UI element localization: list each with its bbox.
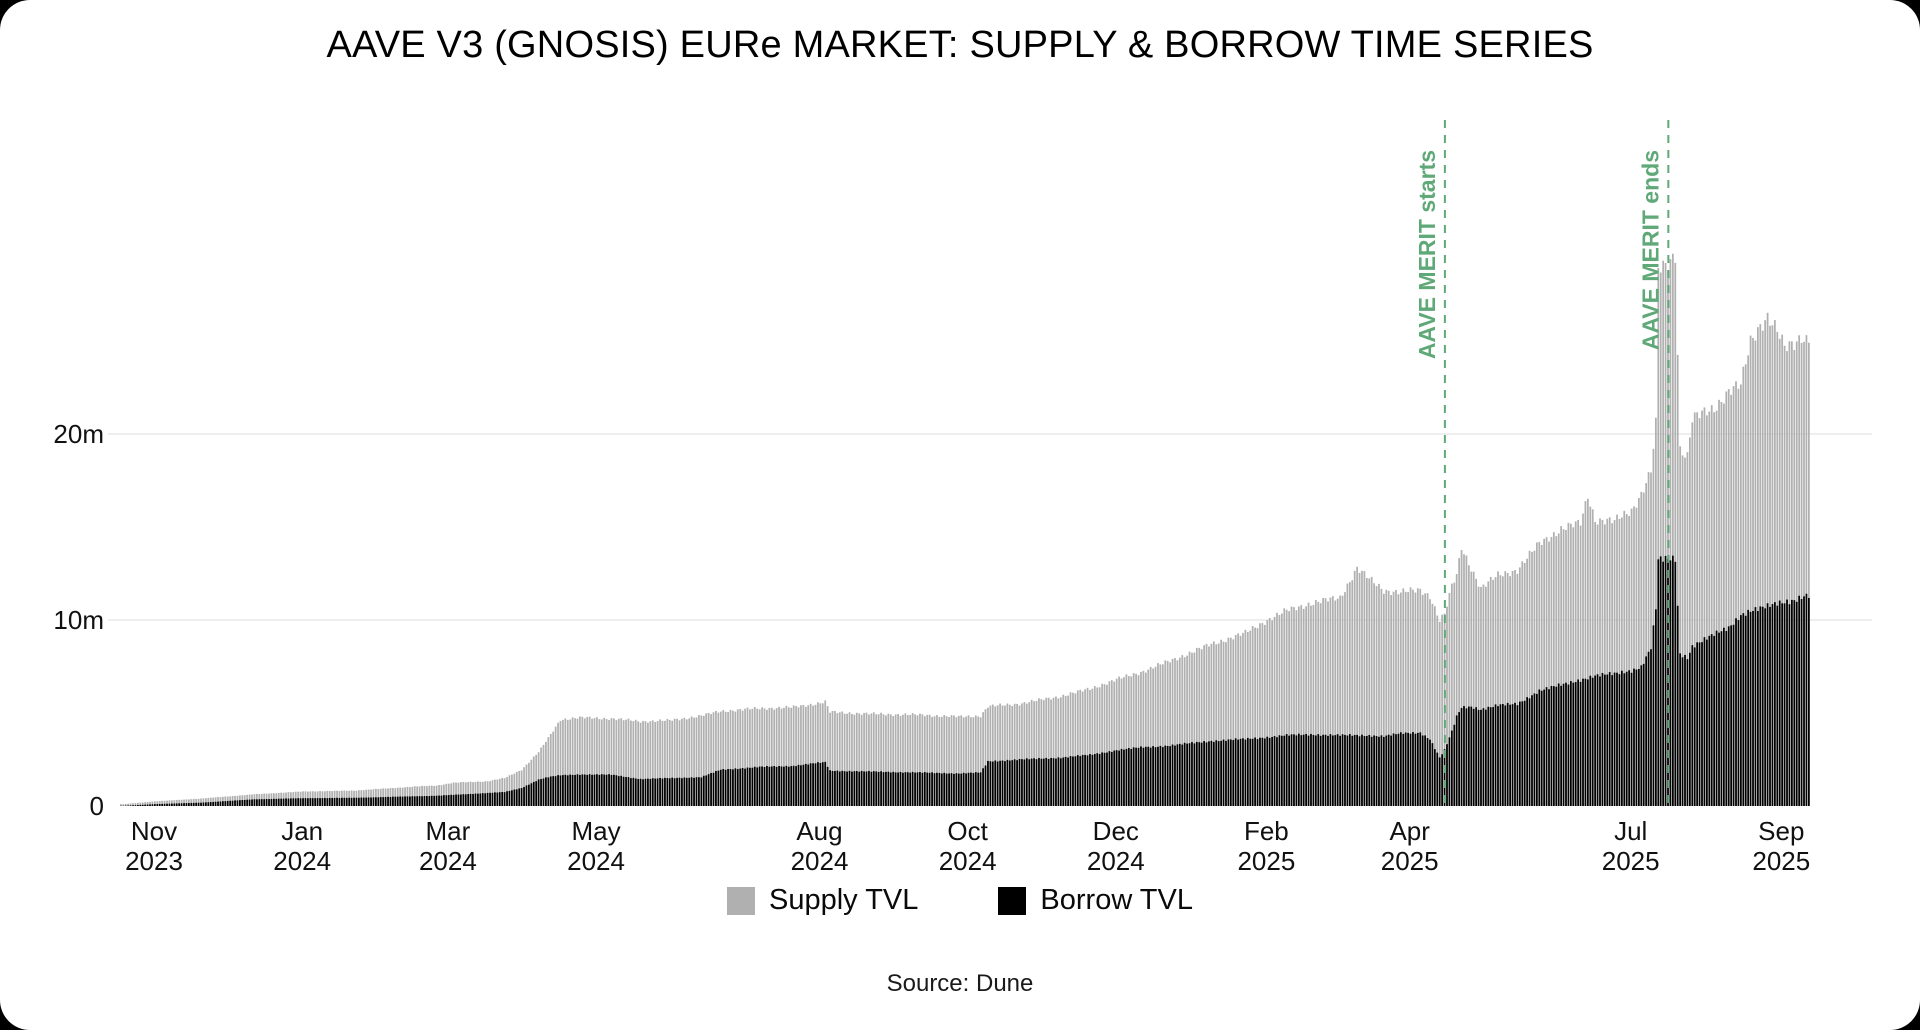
annotation-label-merit-starts: AAVE MERIT starts [1414, 150, 1440, 359]
y-tick-label: 10m [53, 605, 104, 635]
x-tick-label: Feb 2025 [1237, 816, 1296, 876]
x-tick-label: Aug 2024 [790, 816, 849, 876]
y-tick-label: 20m [53, 419, 104, 449]
x-tick-label: May 2024 [567, 816, 625, 876]
x-tick-label: Oct 2024 [938, 816, 997, 876]
x-tick-label: Jul 2025 [1601, 816, 1660, 876]
bars [120, 253, 1810, 807]
annotation-label-merit-ends: AAVE MERIT ends [1637, 150, 1663, 350]
x-tick-label: Mar 2024 [418, 816, 477, 876]
legend-swatch-supply-icon [727, 886, 756, 915]
x-tick-label: Jan 2024 [273, 816, 332, 876]
source-caption: Source: Dune [886, 970, 1034, 997]
x-tick-label: Apr 2025 [1380, 816, 1439, 876]
legend-label-supply: Supply TVL [769, 884, 919, 916]
y-tick-label: 0 [89, 791, 104, 821]
annotation-lines [1443, 120, 1670, 806]
legend-label-borrow: Borrow TVL [1040, 884, 1193, 916]
x-tick-label: Nov 2023 [125, 816, 183, 876]
x-tick-label: Sep 2025 [1752, 816, 1811, 876]
legend: Supply TVL Borrow TVL [0, 884, 1920, 917]
x-tick-label: Dec 2024 [1086, 816, 1145, 876]
legend-item-borrow-tvl: Borrow TVL [998, 884, 1193, 917]
legend-item-supply-tvl: Supply TVL [727, 884, 918, 917]
chart-title: AAVE V3 (GNOSIS) EURe MARKET: SUPPLY & B… [326, 24, 1594, 66]
legend-swatch-borrow-icon [998, 886, 1027, 915]
